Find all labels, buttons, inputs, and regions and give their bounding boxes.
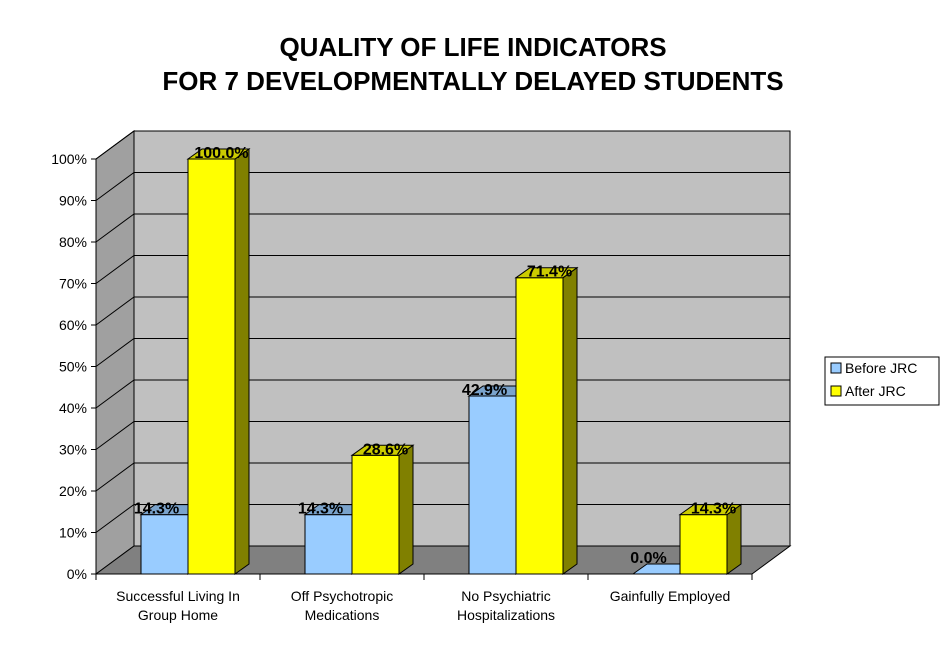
legend-box <box>824 356 940 406</box>
x-category-label: Successful Living In <box>116 588 240 604</box>
legend-swatch <box>830 385 842 397</box>
bar <box>678 503 743 575</box>
bar-front <box>140 514 189 575</box>
legend-label: Before JRC <box>845 360 917 376</box>
x-category-label: No Psychiatric <box>461 588 550 604</box>
x-category-label: Medications <box>305 607 380 623</box>
x-axis: Successful Living In Group Home Off Psycho… <box>95 573 753 623</box>
x-category-label: Group Home <box>138 607 218 623</box>
x-category-label: Hospitalizations <box>457 607 555 623</box>
data-label: 28.6% <box>363 441 408 458</box>
y-tick-label: 50% <box>59 359 87 375</box>
chart-title-line: FOR 7 DEVELOPMENTALLY DELAYED STUDENTS <box>162 66 783 96</box>
bar-top <box>350 444 415 456</box>
bar-front <box>304 514 353 575</box>
bar-front <box>679 514 728 575</box>
bar <box>514 266 579 575</box>
bar-side <box>398 444 414 575</box>
y-tick-label: 70% <box>59 276 87 292</box>
gridline <box>95 130 790 160</box>
bar-side <box>562 266 578 575</box>
bar-front <box>515 277 564 575</box>
legend-swatch <box>830 362 842 374</box>
bar-side <box>234 148 250 575</box>
y-tick-label: 90% <box>59 193 87 209</box>
chart-title-line: QUALITY OF LIFE INDICATORS <box>279 32 666 62</box>
gridline <box>95 172 790 201</box>
data-label: 14.3% <box>691 501 736 518</box>
bar-front <box>351 454 400 575</box>
y-tick-label: 10% <box>59 525 87 541</box>
data-label: 0.0% <box>630 550 666 567</box>
y-tick-label: 0% <box>67 566 87 582</box>
y-tick-label: 30% <box>59 442 87 458</box>
x-category-label: Off Psychotropic <box>291 588 393 604</box>
bar-top <box>186 148 251 160</box>
y-tick-label: 40% <box>59 400 87 416</box>
bars <box>139 148 743 575</box>
bar <box>186 148 251 575</box>
bar <box>350 444 415 575</box>
legend-label: After JRC <box>845 383 906 399</box>
gridline <box>95 213 790 243</box>
data-label: 14.3% <box>134 501 179 518</box>
legend: Before JRC After JRC <box>824 356 940 406</box>
data-labels: 14.3% 100.0% 14.3% 28.6% 42.9% 71.4% 0.0% 14.3% <box>134 145 736 567</box>
y-axis: 0% 10% 20% 30% 40% 50% 60% 70% 80% 90% 100% <box>51 151 97 582</box>
bar-front <box>187 158 236 575</box>
y-tick-label: 100% <box>51 151 87 167</box>
bar-front <box>468 395 517 575</box>
y-tick-label: 20% <box>59 483 87 499</box>
y-tick-label: 80% <box>59 234 87 250</box>
bar-top <box>514 267 579 279</box>
data-label: 14.3% <box>298 501 343 518</box>
x-category-label: Gainfully Employed <box>610 588 731 604</box>
y-tick-label: 60% <box>59 317 87 333</box>
data-label: 71.4% <box>527 264 572 281</box>
chart-title: QUALITY OF LIFE INDICATORS FOR 7 DEVELOPM… <box>162 32 783 96</box>
data-label: 100.0% <box>194 145 248 162</box>
gridline <box>95 255 790 284</box>
bar-top <box>678 504 743 516</box>
data-label: 42.9% <box>462 382 507 399</box>
